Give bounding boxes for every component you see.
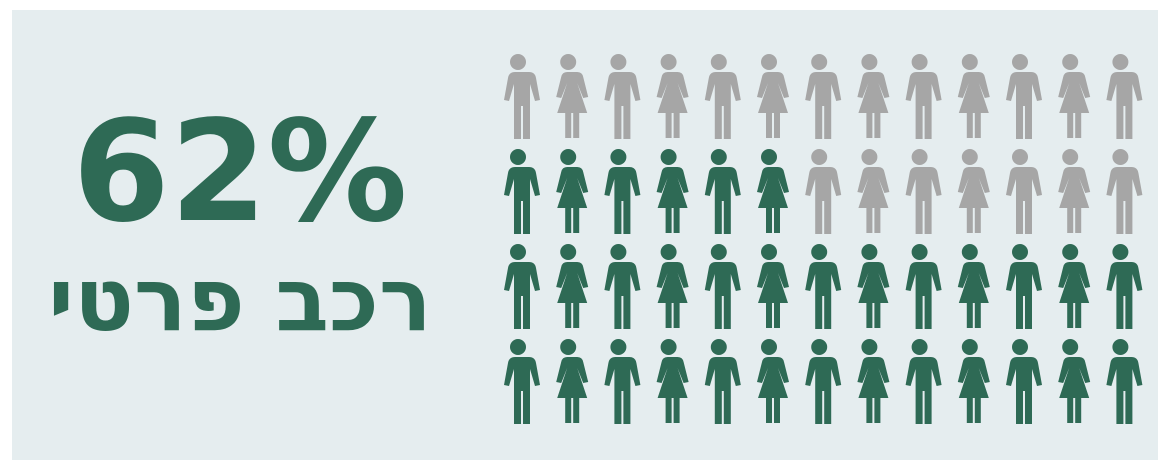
value-label: 62% xyxy=(72,91,407,254)
category-label: רכב פרטי xyxy=(48,248,432,351)
